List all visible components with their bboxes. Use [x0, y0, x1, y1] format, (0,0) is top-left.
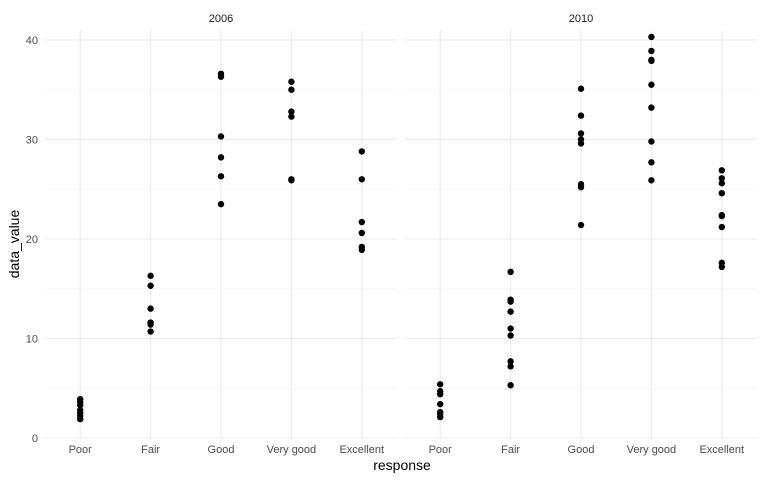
data-point [217, 133, 225, 140]
x-tick-label: Poor [429, 444, 453, 456]
x-tick-label: Very good [267, 444, 317, 456]
x-tick-label: Good [208, 444, 235, 456]
y-axis: 0 10 20 30 40 [26, 35, 38, 445]
data-point [718, 259, 725, 267]
data-point [507, 296, 514, 303]
data-point [648, 47, 655, 55]
data-point [217, 70, 225, 77]
x-tick-label: Good [568, 444, 595, 456]
y-tick-label: 10 [26, 333, 38, 345]
facet-panel-2010: 2010 Poor Fair Good Very good Excellent [405, 13, 757, 456]
data-point [77, 395, 84, 403]
x-tick-label: Poor [69, 444, 93, 456]
data-point [577, 136, 585, 143]
data-point [507, 325, 514, 332]
y-axis-title: data_value [6, 210, 22, 279]
data-point [288, 113, 295, 120]
data-point [288, 108, 295, 115]
data-point [577, 130, 585, 137]
data-point [147, 272, 154, 279]
data-point [217, 200, 225, 208]
data-point [507, 363, 514, 370]
data-point [648, 159, 655, 166]
facet-panel-2006: 2006 Poor Fair Good Very good Excellent [45, 13, 397, 456]
data-point [718, 175, 725, 182]
data-point [577, 112, 585, 119]
data-point [147, 319, 154, 326]
data-point [147, 305, 154, 312]
data-point [507, 382, 514, 389]
x-tick-label: Fair [141, 444, 160, 456]
facet-strip-label: 2006 [209, 13, 233, 25]
data-point [358, 243, 365, 251]
data-point [358, 148, 365, 155]
data-point [288, 86, 295, 93]
data-point [718, 223, 725, 231]
data-point [437, 381, 444, 388]
data-point [288, 176, 295, 183]
data-point [358, 229, 365, 237]
data-point [217, 154, 225, 161]
data-point [718, 167, 725, 174]
data-point [437, 400, 444, 408]
data-point [507, 332, 514, 339]
data-point [648, 56, 655, 64]
facet-strip-label: 2010 [569, 13, 593, 25]
data-point [147, 328, 154, 335]
x-axis-title: response [373, 457, 431, 473]
data-point [648, 33, 655, 41]
data-point [577, 181, 585, 188]
x-tick-label: Very good [627, 444, 677, 456]
x-tick-label: Fair [501, 444, 520, 456]
data-point [507, 308, 514, 315]
data-point [718, 211, 725, 219]
data-point [718, 190, 725, 197]
y-tick-label: 20 [26, 234, 38, 246]
x-tick-label: Excellent [339, 444, 384, 456]
data-point [147, 282, 154, 289]
data-point [507, 358, 514, 365]
data-point [507, 268, 514, 276]
data-point [358, 176, 365, 183]
y-tick-label: 30 [26, 134, 38, 146]
data-point [648, 104, 655, 111]
data-point [648, 81, 655, 88]
x-tick-label: Excellent [699, 444, 744, 456]
panels: 2006 Poor Fair Good Very good Excellent 2010 Po… [45, 13, 757, 456]
y-tick-label: 40 [26, 35, 38, 47]
data-point [437, 388, 444, 395]
data-point [437, 408, 444, 416]
data-point [648, 138, 655, 145]
data-point [577, 221, 585, 229]
y-tick-label: 0 [32, 433, 38, 445]
data-point [288, 78, 295, 85]
data-point [718, 180, 725, 187]
data-point [77, 406, 84, 414]
data-point [648, 177, 655, 184]
data-point [358, 218, 365, 226]
data-point [217, 173, 225, 180]
data-point [577, 85, 585, 92]
